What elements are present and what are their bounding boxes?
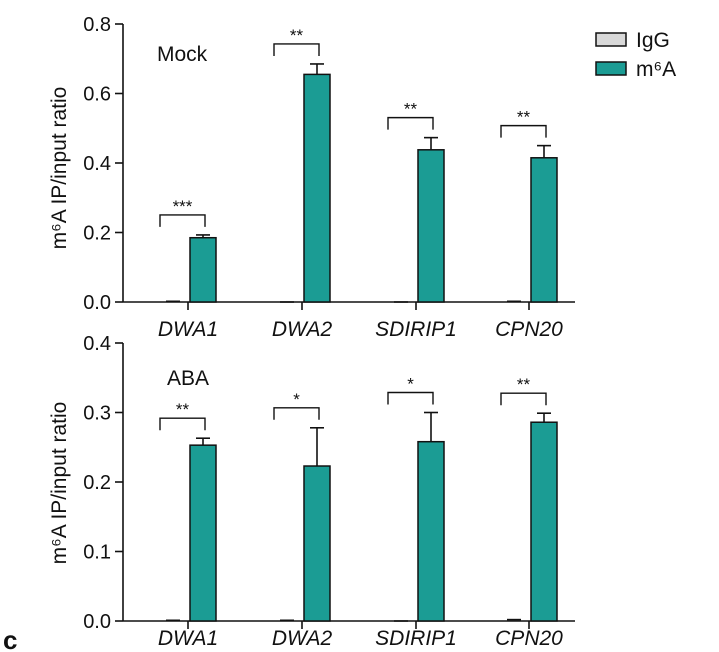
y-axis-title: m⁶A IP/input ratio — [48, 402, 71, 565]
legend-label-igg: IgG — [636, 29, 670, 52]
bar-m6a — [303, 465, 331, 622]
significance-bracket — [500, 392, 547, 406]
y-tick-label: 0.6 — [83, 84, 111, 106]
y-tick-label: 0.2 — [83, 223, 111, 245]
y-tick-label: 0.4 — [83, 153, 111, 175]
significance-marker: ** — [517, 108, 531, 127]
significance-marker: ** — [176, 400, 190, 419]
y-tick-label: 0.1 — [83, 542, 111, 564]
significance-bracket — [273, 407, 320, 420]
bar-m6a — [530, 421, 558, 622]
significance-bracket — [159, 417, 206, 431]
x-tick-label: DWA1 — [158, 627, 218, 650]
legend-swatch-m6a — [595, 61, 627, 76]
panel-title: Mock — [157, 43, 208, 66]
significance-marker: ** — [290, 26, 304, 45]
x-tick-label: CPN20 — [495, 627, 563, 650]
bar-m6a — [189, 444, 217, 622]
x-tick-label: DWA2 — [272, 318, 333, 341]
significance-bracket — [387, 116, 434, 130]
significance-bracket — [273, 43, 320, 56]
y-tick-label: 0.8 — [83, 14, 111, 36]
y-tick-label: 0.3 — [83, 403, 111, 425]
y-axis-title: m⁶A IP/input ratio — [48, 87, 71, 250]
legend: IgG m⁶A — [595, 29, 676, 81]
x-tick-label: CPN20 — [495, 318, 563, 341]
y-tick-label: 0.0 — [83, 611, 111, 633]
x-tick-label: DWA1 — [158, 318, 218, 341]
legend-label-m6a: m⁶A — [636, 58, 676, 81]
panel-title: ABA — [167, 367, 209, 390]
significance-marker: *** — [173, 197, 193, 216]
significance-bracket — [159, 214, 206, 227]
panel-letter: c — [3, 625, 17, 652]
panel-mock: 0.0 0.2 0.4 0.6 0.8 m⁶A IP/input ratio Mock DWA… — [48, 14, 575, 341]
significance-marker: * — [293, 390, 300, 409]
bar-m6a — [417, 440, 445, 622]
bar-m6a — [189, 236, 217, 303]
significance-marker: * — [407, 375, 414, 394]
y-tick-label: 0.2 — [83, 472, 111, 494]
x-tick-label: SDIRIP1 — [375, 627, 457, 650]
bar-m6a — [303, 73, 331, 303]
bar-m6a — [530, 157, 558, 303]
x-tick-label: SDIRIP1 — [375, 318, 457, 341]
y-tick-label: 0.0 — [83, 292, 111, 314]
legend-swatch-igg — [595, 32, 627, 47]
significance-bracket — [387, 391, 434, 405]
x-tick-label: DWA2 — [272, 627, 333, 650]
panel-aba: 0.0 0.1 0.2 0.3 0.4 m⁶A IP/input ratio ABA DWA1… — [48, 333, 575, 650]
significance-marker: ** — [517, 375, 531, 394]
bar-m6a — [417, 149, 445, 303]
y-tick-label: 0.4 — [83, 333, 111, 355]
significance-marker: ** — [404, 100, 418, 119]
significance-bracket — [500, 124, 547, 138]
